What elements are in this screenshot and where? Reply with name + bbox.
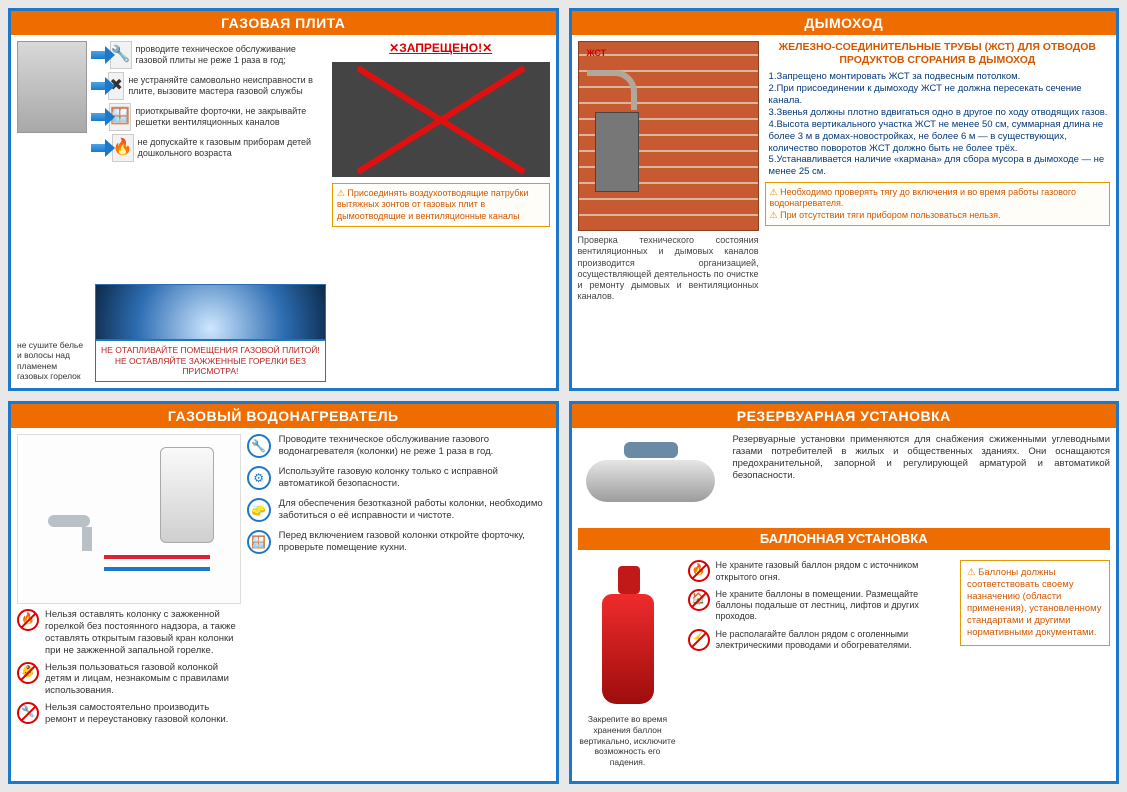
- tank-intro-row: Резервуарные установки применяются для с…: [578, 434, 1111, 516]
- rule-icon: 🔧: [247, 434, 271, 458]
- heater-diagram-column: 🔥 Нельзя оставлять колонку с зажженной г…: [17, 434, 241, 775]
- arrow-icon: [91, 139, 108, 157]
- heater-rule-text: Перед включением газовой колонки откройт…: [279, 530, 550, 554]
- heater-diagram: [17, 434, 241, 604]
- chimney-warn-line: Необходимо проверять тягу до включения и…: [770, 187, 1105, 210]
- stove-rule-text: приоткрывайте форточки, не закрывайте ре…: [135, 106, 326, 129]
- pipe-hot-icon: [104, 555, 210, 559]
- panel-chimney: ДЫМОХОД ЖСТ Проверка технического состоя…: [569, 8, 1120, 391]
- cylinder-warning-box: Баллоны должны соответствовать своему на…: [960, 560, 1110, 645]
- stove-rule-row: 🪟 приоткрывайте форточки, не закрывайте …: [91, 103, 326, 131]
- rule-icon: 🧽: [247, 498, 271, 522]
- arrow-icon: [91, 108, 105, 126]
- ban-icon: 🔥: [688, 560, 710, 582]
- heater-ban-row: 👶 Нельзя пользоваться газовой колонкой д…: [17, 662, 241, 698]
- title-tank: РЕЗЕРВУАРНАЯ УСТАНОВКА: [572, 404, 1117, 428]
- heater-rule-text: Используйте газовую колонку только с исп…: [279, 466, 550, 490]
- arrow-icon: [91, 46, 106, 64]
- title-gas-stove: ГАЗОВАЯ ПЛИТА: [11, 11, 556, 35]
- rule-icon: 🪟: [247, 530, 271, 554]
- boiler-icon: [595, 112, 639, 192]
- chimney-rule: 2.При присоединении к дымоходу ЖСТ не до…: [769, 83, 1110, 107]
- ban-icon: 🔧: [17, 702, 39, 724]
- gas-cylinder-illustration: [588, 560, 668, 710]
- tank-illustration: [578, 434, 723, 516]
- stove-dry-note: не сушите белье и волосы над пламенем га…: [17, 340, 89, 383]
- stove-rule-row: ✖ не устраняйте самовольно неисправности…: [91, 72, 326, 100]
- pipe-cold-icon: [104, 567, 210, 571]
- cylinder-rules-column: 🔥 Не храните газовый баллон рядом с исто…: [688, 560, 951, 767]
- heater-rule-row: 🧽 Для обеспечения безотказной работы кол…: [247, 498, 550, 522]
- brick-diagram: ЖСТ: [578, 41, 759, 231]
- chimney-warning-box: Необходимо проверять тягу до включения и…: [765, 182, 1110, 226]
- heater-icon: [160, 447, 214, 543]
- cylinder-ban-text: Не храните газовый баллон рядом с источн…: [716, 560, 951, 583]
- stove-rule-text: проводите техническое обслуживание газов…: [136, 44, 326, 67]
- rule-icon: ⚙: [247, 466, 271, 490]
- arrow-icon: [91, 77, 104, 95]
- forbidden-title: ✕ЗАПРЕЩЕНО!✕: [332, 41, 550, 56]
- ban-icon: ⚡: [688, 629, 710, 651]
- heater-rule-text: Для обеспечения безотказной работы колон…: [279, 498, 550, 522]
- tap-icon: [38, 505, 102, 555]
- chimney-subtitle: ЖЕЛЕЗНО-СОЕДИНИТЕЛЬНЫЕ ТРУБЫ (ЖСТ) ДЛЯ О…: [765, 41, 1110, 67]
- chimney-rule: 4.Высота вертикального участка ЖСТ не ме…: [769, 119, 1110, 155]
- stove-rule-text: не устраняйте самовольно неисправности в…: [128, 75, 326, 98]
- ban-icon: 🔥: [17, 609, 39, 631]
- subtitle-cylinder: БАЛЛОННАЯ УСТАНОВКА: [578, 528, 1111, 550]
- title-chimney: ДЫМОХОД: [572, 11, 1117, 35]
- stove-red-warning: НЕ ОТАПЛИВАЙТЕ ПОМЕЩЕНИЯ ГАЗОВОЙ ПЛИТОЙ!…: [95, 340, 326, 382]
- chimney-check-text: Проверка технического состояния вентиляц…: [578, 235, 759, 303]
- chimney-diagram-column: ЖСТ Проверка технического состояния вент…: [578, 41, 759, 382]
- chimney-warn-line: При отсутствии тяги прибором пользоватьс…: [770, 210, 1105, 221]
- heater-ban-text: Нельзя оставлять колонку с зажженной гор…: [45, 609, 241, 657]
- chimney-rule: 1.Запрещено монтировать ЖСТ за подвесным…: [769, 71, 1110, 83]
- heater-rule-row: 🪟 Перед включением газовой колонки откро…: [247, 530, 550, 554]
- stove-rule-row: 🔥 не допускайте к газовым приборам детей…: [91, 134, 326, 162]
- forbidden-photo: [332, 62, 550, 177]
- chimney-rule: 3.Звенья должны плотно вдвигаться одно в…: [769, 107, 1110, 119]
- chimney-rules-list: 1.Запрещено монтировать ЖСТ за подвесным…: [765, 71, 1110, 178]
- cylinder-ban-row: 🔥 Не храните газовый баллон рядом с исто…: [688, 560, 951, 583]
- panel-gas-stove: ГАЗОВАЯ ПЛИТА 🔧 проводите техническое об…: [8, 8, 559, 391]
- fire-icon: 🔥: [112, 134, 134, 162]
- panel-water-heater: ГАЗОВЫЙ ВОДОНАГРЕВАТЕЛЬ 🔥 Нельзя оставля…: [8, 401, 559, 784]
- stove-rules-column: 🔧 проводите техническое обслуживание газ…: [17, 41, 326, 382]
- chimney-rule: 5.Устанавливается наличие «кармана» для …: [769, 154, 1110, 178]
- stove-rule-row: 🔧 проводите техническое обслуживание газ…: [91, 41, 326, 69]
- heater-ban-text: Нельзя пользоваться газовой колонкой дет…: [45, 662, 241, 698]
- ban-icon: 🏠: [688, 589, 710, 611]
- tank-intro-text: Резервуарные установки применяются для с…: [733, 434, 1111, 516]
- cylinder-ban-text: Не располагайте баллон рядом с оголенным…: [716, 629, 951, 652]
- stove-illustration: [17, 41, 87, 133]
- stove-rule-text: не допускайте к газовым приборам детей д…: [138, 137, 326, 160]
- stove-forbidden-column: ✕ЗАПРЕЩЕНО!✕ Присоединять воздухоотводящ…: [332, 41, 550, 382]
- title-water-heater: ГАЗОВЫЙ ВОДОНАГРЕВАТЕЛЬ: [11, 404, 556, 428]
- ban-icon: 👶: [17, 662, 39, 684]
- cylinder-ban-text: Не храните баллоны в помещении. Размещай…: [716, 589, 951, 623]
- heater-ban-text: Нельзя самостоятельно производить ремонт…: [45, 702, 241, 726]
- chimney-rules-column: ЖЕЛЕЗНО-СОЕДИНИТЕЛЬНЫЕ ТРУБЫ (ЖСТ) ДЛЯ О…: [765, 41, 1110, 382]
- cylinder-row: Закрепите во время хранения баллон верти…: [578, 560, 1111, 767]
- heater-rules-column: 🔧 Проводите техническое обслуживание газ…: [247, 434, 550, 775]
- pipe-icon: [587, 70, 637, 110]
- jst-label: ЖСТ: [587, 48, 607, 59]
- cylinder-ban-row: ⚡ Не располагайте баллон рядом с оголенн…: [688, 629, 951, 652]
- heater-rule-text: Проводите техническое обслуживание газов…: [279, 434, 550, 458]
- cylinder-ban-row: 🏠 Не храните баллоны в помещении. Размещ…: [688, 589, 951, 623]
- panel-tank: РЕЗЕРВУАРНАЯ УСТАНОВКА Резервуарные уста…: [569, 401, 1120, 784]
- heater-ban-row: 🔥 Нельзя оставлять колонку с зажженной г…: [17, 609, 241, 657]
- heater-ban-row: 🔧 Нельзя самостоятельно производить ремо…: [17, 702, 241, 726]
- forbidden-warning-box: Присоединять воздухоотводящие патрубки в…: [332, 183, 550, 227]
- heater-rule-row: 🔧 Проводите техническое обслуживание газ…: [247, 434, 550, 458]
- cylinder-note: Закрепите во время хранения баллон верти…: [578, 714, 678, 767]
- flame-photo: [95, 284, 326, 340]
- heater-rule-row: ⚙ Используйте газовую колонку только с и…: [247, 466, 550, 490]
